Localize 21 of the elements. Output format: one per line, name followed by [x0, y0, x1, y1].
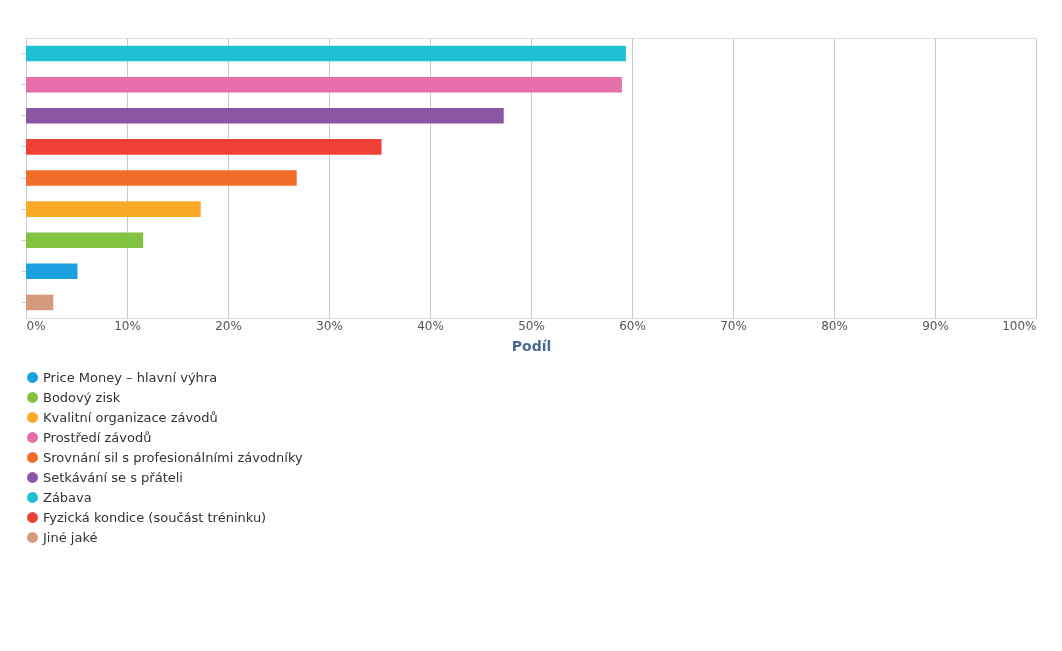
legend-label: Setkávání se s přáteli	[43, 469, 183, 485]
x-axis-title: Podíl	[511, 337, 552, 354]
x-tick-label: 100%	[1002, 318, 1037, 333]
x-tick-label: 50%	[518, 318, 545, 333]
legend-label: Kvalitní organizace závodů	[43, 409, 218, 425]
legend-label: Price Money – hlavní výhra	[43, 369, 218, 385]
legend-label: Prostředí závodů	[43, 429, 152, 445]
x-tick-label: 10%	[114, 318, 141, 333]
legend-label: Zábava	[43, 489, 92, 505]
x-tick-label: 80%	[821, 318, 848, 333]
x-tick-label: 70%	[720, 318, 747, 333]
x-tick-label: 0%	[26, 318, 46, 333]
legend-label: Fyzická kondice (součást tréninku)	[43, 509, 267, 525]
legend-label: Bodový zisk	[43, 389, 121, 405]
x-tick-label: 20%	[215, 318, 242, 333]
legend-label: Jiné jaké	[42, 529, 98, 545]
x-tick-label: 60%	[619, 318, 646, 333]
x-tick-label: 40%	[417, 318, 444, 333]
x-tick-label: 90%	[922, 318, 949, 333]
legend-label: Srovnání sil s profesionálními závodníky	[43, 449, 304, 465]
x-tick-label: 30%	[316, 318, 343, 333]
